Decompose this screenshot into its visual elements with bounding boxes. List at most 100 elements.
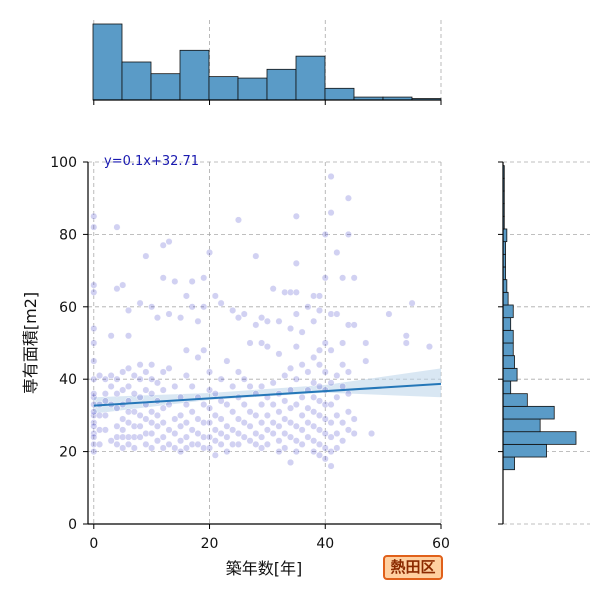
scatter-point: [263, 440, 271, 448]
scatter-point: [286, 324, 295, 333]
scatter-point: [333, 411, 341, 419]
x-histogram: [92, 20, 442, 105]
scatter-point: [182, 419, 190, 427]
scatter-point: [362, 357, 370, 365]
scatter-point: [200, 346, 208, 354]
scatter-point: [275, 317, 283, 325]
scatter-point: [304, 433, 312, 441]
scatter-point: [344, 230, 352, 238]
scatter-point: [269, 285, 277, 293]
scatter-point: [339, 274, 347, 282]
scatter-point: [327, 172, 335, 181]
x-ticks: 0 20 40 60: [89, 524, 450, 552]
scatter-point: [327, 209, 335, 217]
scatter-point: [159, 241, 167, 249]
scatter-point: [90, 429, 98, 438]
scatter-point: [130, 444, 138, 452]
scatter-point: [148, 390, 156, 398]
scatter-point: [275, 350, 283, 358]
y-histogram-bar: [502, 317, 512, 331]
scatter-point: [182, 346, 190, 354]
scatter-point: [321, 274, 329, 282]
x-axis-label: 築年数[年]: [226, 559, 303, 578]
scatter-point: [263, 426, 271, 434]
x-histogram-bar: [324, 87, 355, 101]
scatter-point: [211, 390, 219, 398]
y-histogram-bar: [502, 431, 577, 445]
scatter-point: [200, 419, 208, 427]
scatter-point: [90, 281, 98, 289]
scatter-point: [159, 419, 167, 427]
scatter-point: [263, 343, 271, 351]
scatter-point: [211, 411, 219, 419]
scatter-point: [153, 411, 161, 419]
scatter-point: [90, 440, 98, 448]
scatter-point: [385, 310, 393, 318]
y-axis-label: 専有面積[m2]: [21, 292, 40, 394]
scatter-point: [101, 390, 109, 398]
scatter-point: [159, 444, 167, 452]
scatter-point: [234, 368, 243, 376]
scatter-point: [246, 339, 254, 347]
x-histogram-bar: [266, 68, 297, 101]
scatter-point: [252, 252, 260, 260]
scatter-point: [159, 274, 167, 282]
scatter-point: [321, 455, 329, 463]
scatter-point: [327, 419, 335, 427]
x-tick-label: 60: [432, 536, 450, 552]
scatter-point: [148, 408, 156, 416]
scatter-point: [96, 440, 104, 448]
scatter-point: [130, 372, 138, 380]
scatter-point: [315, 346, 324, 354]
scatter-point: [90, 411, 98, 419]
scatter-point: [292, 400, 300, 409]
scatter-point: [246, 408, 254, 416]
scatter-point: [298, 426, 306, 434]
scatter-point: [258, 314, 266, 322]
scatter-point: [408, 299, 416, 307]
scatter-point: [304, 419, 312, 427]
scatter-point: [292, 259, 300, 267]
scatter-point: [90, 419, 98, 427]
scatter-point: [124, 332, 133, 340]
y-histogram-bar: [502, 355, 515, 369]
x-tick-label: 40: [316, 536, 334, 552]
scatter-point: [211, 451, 219, 459]
scatter-point: [310, 422, 318, 430]
scatter-point: [246, 422, 254, 430]
scatter-point: [205, 248, 214, 257]
scatter-point: [344, 390, 352, 398]
scatter-point: [101, 375, 109, 383]
scatter-point: [119, 415, 127, 423]
scatter-point: [200, 274, 208, 282]
scatter-point: [223, 400, 231, 409]
scatter-point: [188, 277, 196, 286]
scatter-point: [113, 422, 121, 430]
scatter-point: [327, 462, 335, 470]
scatter-point: [362, 339, 370, 347]
scatter-point: [344, 321, 352, 329]
scatter-point: [194, 429, 202, 438]
scatter-point: [113, 285, 121, 293]
scatter-point: [344, 368, 352, 376]
scatter-point: [350, 321, 358, 329]
scatter-point: [240, 433, 248, 441]
scatter-point: [119, 281, 127, 289]
scatter-point: [327, 448, 335, 456]
scatter-point: [136, 393, 144, 401]
scatter-point: [148, 303, 156, 311]
scatter-point: [205, 433, 214, 441]
y-tick-label: 40: [59, 372, 77, 388]
y-histogram-bar: [502, 304, 514, 319]
scatter-point: [252, 321, 260, 329]
scatter-point: [234, 314, 243, 322]
scatter-point: [281, 444, 289, 452]
scatter-point: [101, 426, 109, 434]
y-histogram-bar: [502, 342, 514, 357]
scatter-point: [90, 375, 98, 383]
scatter-point: [304, 404, 312, 412]
scatter-point: [298, 411, 306, 419]
scatter-point: [90, 390, 98, 398]
scatter-point: [188, 303, 196, 311]
scatter-point: [229, 306, 237, 314]
